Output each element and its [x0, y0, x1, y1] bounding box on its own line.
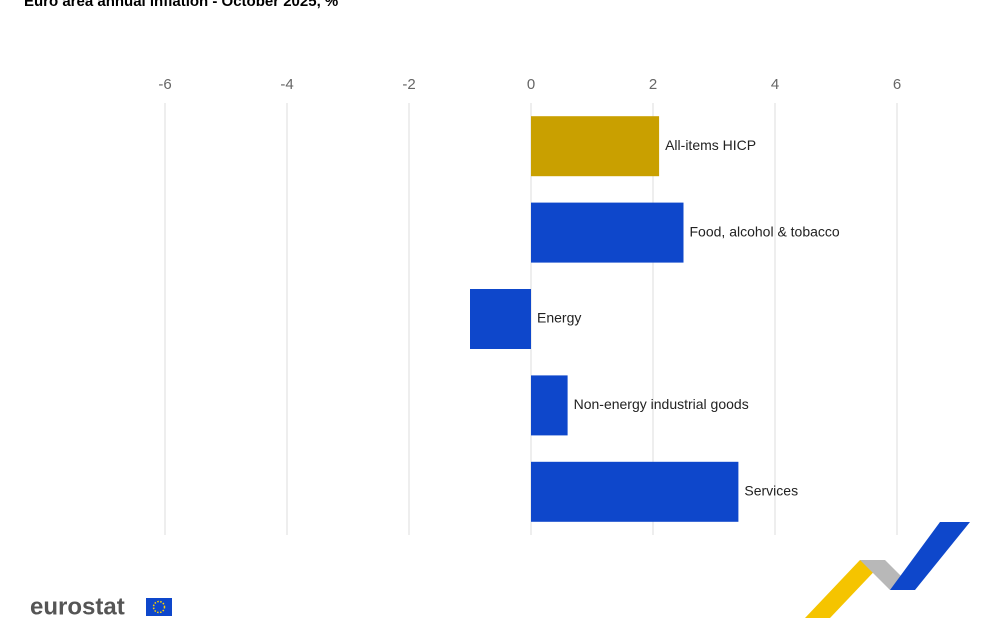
x-tick-label: 0 [527, 76, 535, 93]
bar [531, 116, 660, 177]
bar [531, 461, 739, 522]
decoration [805, 522, 970, 618]
logo-text: eurostat [30, 593, 125, 618]
x-tick-label: -6 [158, 76, 171, 93]
x-tick-label: -2 [402, 76, 415, 93]
bar [470, 289, 531, 349]
category-label: Energy [537, 310, 581, 326]
category-label: Food, alcohol & tobacco [690, 223, 840, 239]
eu-flag [146, 598, 172, 616]
chart-title: Euro area annual inflation - October 202… [24, 0, 338, 10]
bar [531, 375, 568, 436]
x-tick-label: 2 [649, 76, 657, 93]
x-tick-label: 4 [771, 76, 779, 93]
category-label: Non-energy industrial goods [574, 396, 749, 412]
bar [531, 202, 684, 263]
category-label: All-items HICP [665, 137, 756, 153]
x-tick-label: 6 [893, 76, 901, 93]
x-tick-label: -4 [280, 76, 293, 93]
category-label: Services [744, 483, 798, 499]
